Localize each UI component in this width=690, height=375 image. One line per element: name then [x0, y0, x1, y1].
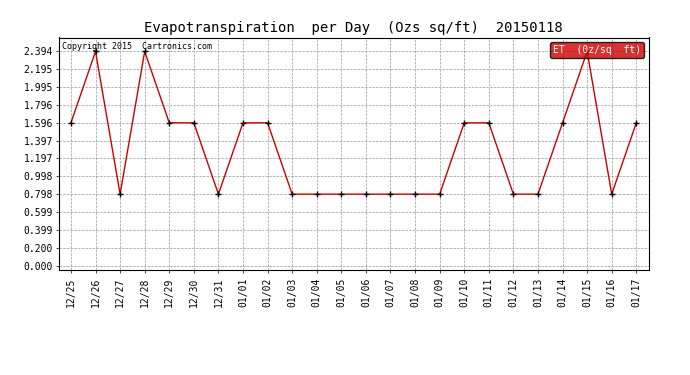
Legend: ET  (0z/sq  ft): ET (0z/sq ft): [550, 42, 644, 58]
Text: Copyright 2015  Cartronics.com: Copyright 2015 Cartronics.com: [61, 42, 212, 51]
Title: Evapotranspiration  per Day  (Ozs sq/ft)  20150118: Evapotranspiration per Day (Ozs sq/ft) 2…: [144, 21, 563, 35]
